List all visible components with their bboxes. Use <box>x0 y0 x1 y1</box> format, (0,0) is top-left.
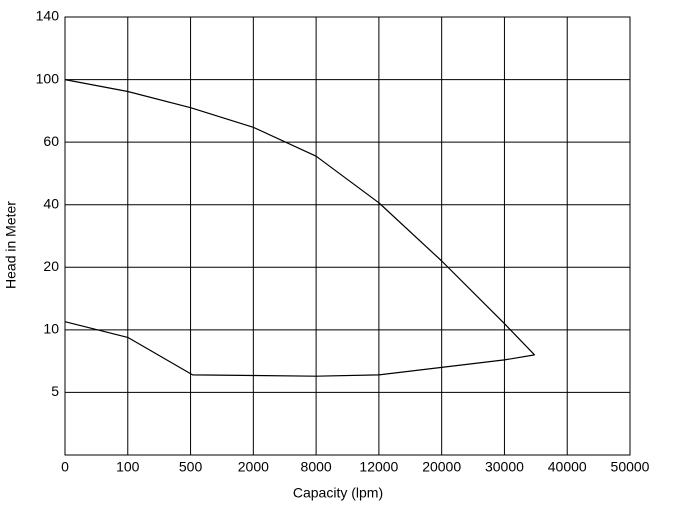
x-tick-label: 0 <box>61 459 69 475</box>
y-tick-label: 20 <box>43 258 59 274</box>
x-tick-label: 30000 <box>485 459 524 475</box>
x-tick-label: 20000 <box>422 459 461 475</box>
x-axis-title: Capacity (lpm) <box>293 485 383 501</box>
y-tick-label: 100 <box>36 70 60 86</box>
y-tick-label: 140 <box>36 8 60 24</box>
plot-frame <box>64 16 631 456</box>
x-tick-label: 100 <box>116 459 140 475</box>
x-tick-label: 40000 <box>548 459 587 475</box>
y-tick-label: 5 <box>51 383 59 399</box>
curve <box>64 321 535 377</box>
y-tick-label: 40 <box>43 195 59 211</box>
x-tick-label: 2000 <box>238 459 269 475</box>
x-tick-label: 500 <box>179 459 203 475</box>
x-tick-label: 50000 <box>611 459 650 475</box>
y-tick-label: 60 <box>43 133 59 149</box>
y-axis-title: Head in Meter <box>3 201 19 289</box>
curve <box>64 79 536 356</box>
y-tick-label: 10 <box>43 321 59 337</box>
x-tick-label: 12000 <box>359 459 398 475</box>
x-tick-label: 8000 <box>301 459 332 475</box>
